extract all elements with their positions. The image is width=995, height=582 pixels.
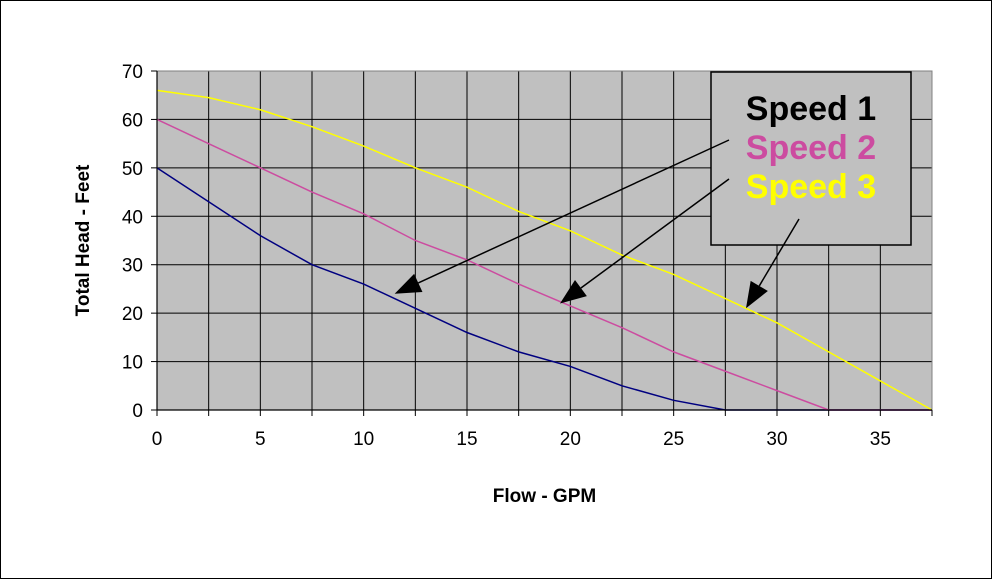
y-tick-label: 0 [132,401,143,422]
y-tick-label: 70 [122,62,143,83]
legend-entry-speed-1: Speed 1 [746,90,876,128]
legend-entry-speed-3: Speed 3 [746,168,876,206]
arrow-speed-1-head [394,273,423,294]
y-tick-label: 50 [122,159,143,180]
x-axis-label: Flow - GPM [493,486,596,507]
y-tick-label: 60 [122,110,143,131]
x-tick-label: 20 [560,429,581,450]
tick-labels: 0 5 10 15 20 25 30 35 0 10 20 30 40 50 60 70 [122,62,891,450]
x-tick-label: 0 [152,429,163,450]
y-tick-label: 10 [122,353,143,374]
y-tick-label: 20 [122,304,143,325]
legend-box [710,71,912,246]
series-line-speed-3 [156,89,933,411]
y-axis-label: Total Head - Feet [73,164,94,316]
arrow-speed-1-shaft [417,139,730,284]
arrow-speed-2-head [560,279,587,304]
x-tick-label: 15 [456,429,477,450]
y-tick-label: 30 [122,256,143,277]
x-tick-label: 35 [870,429,891,450]
annotation-arrows [394,139,800,309]
arrow-speed-2-shaft [580,178,730,289]
x-tick-label: 25 [663,429,684,450]
y-tick-label: 40 [122,207,143,228]
x-tick-label: 5 [255,429,266,450]
arrow-speed-3-shaft [758,218,800,287]
arrow-speed-3-head [746,280,768,309]
legend-entry-speed-2: Speed 2 [746,129,876,167]
series-line-speed-2 [156,118,932,411]
x-tick-label: 30 [766,429,787,450]
axes [151,70,933,416]
x-tick-label: 10 [353,429,374,450]
